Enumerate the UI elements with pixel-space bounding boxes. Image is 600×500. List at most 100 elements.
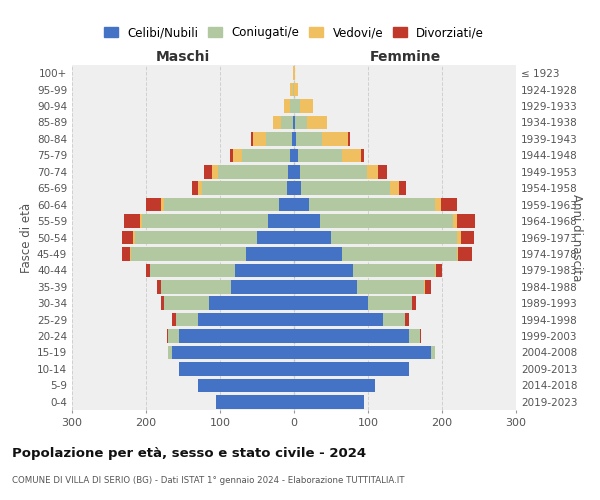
Bar — [322, 132, 348, 145]
Bar — [131, 247, 246, 260]
Bar — [357, 280, 424, 293]
Bar — [399, 182, 406, 195]
Bar — [290, 148, 294, 162]
Bar — [457, 231, 461, 244]
Bar — [301, 182, 390, 195]
Bar — [331, 231, 457, 244]
Bar — [179, 330, 294, 343]
Bar — [287, 182, 294, 195]
Bar — [307, 116, 328, 129]
Bar — [294, 395, 364, 408]
Bar — [294, 378, 376, 392]
Bar — [284, 100, 290, 113]
Bar — [294, 100, 300, 113]
Bar — [298, 148, 342, 162]
Bar — [168, 346, 172, 359]
Bar — [409, 330, 420, 343]
Bar — [293, 66, 294, 80]
Legend: Celibi/Nubili, Coniugati/e, Vedovi/e, Divorziati/e: Celibi/Nubili, Coniugati/e, Vedovi/e, Di… — [100, 22, 488, 42]
Bar — [122, 247, 130, 260]
Bar — [431, 346, 434, 359]
Bar — [198, 182, 202, 195]
Bar — [164, 198, 279, 211]
Bar — [157, 280, 161, 293]
Bar — [161, 280, 231, 293]
Bar — [231, 280, 294, 293]
Bar — [168, 330, 179, 343]
Bar — [383, 313, 405, 326]
Bar — [290, 83, 293, 96]
Bar — [266, 132, 292, 145]
Bar — [279, 198, 294, 211]
Bar — [353, 264, 434, 277]
Bar — [192, 182, 198, 195]
Bar — [294, 313, 383, 326]
Bar — [251, 132, 253, 145]
Text: Maschi: Maschi — [156, 50, 210, 64]
Text: Femmine: Femmine — [370, 50, 440, 64]
Bar — [294, 148, 298, 162]
Bar — [294, 132, 296, 145]
Bar — [268, 214, 294, 228]
Bar — [412, 296, 416, 310]
Bar — [205, 165, 212, 178]
Bar — [342, 148, 361, 162]
Bar — [294, 264, 353, 277]
Bar — [150, 264, 235, 277]
Bar — [142, 214, 268, 228]
Bar — [436, 264, 442, 277]
Bar — [405, 313, 409, 326]
Bar — [164, 296, 209, 310]
Bar — [424, 280, 425, 293]
Bar — [253, 132, 266, 145]
Bar — [294, 280, 357, 293]
Bar — [133, 231, 135, 244]
Bar — [294, 116, 295, 129]
Bar — [135, 231, 257, 244]
Bar — [167, 330, 168, 343]
Bar — [294, 182, 301, 195]
Bar — [172, 346, 294, 359]
Bar — [146, 264, 150, 277]
Bar — [348, 132, 349, 145]
Bar — [368, 296, 412, 310]
Bar — [130, 247, 131, 260]
Bar — [390, 182, 399, 195]
Y-axis label: Fasce di età: Fasce di età — [20, 202, 33, 272]
Bar — [425, 280, 431, 293]
Bar — [457, 214, 475, 228]
Bar — [246, 247, 294, 260]
Bar — [198, 378, 294, 392]
Bar — [342, 247, 457, 260]
Bar — [320, 214, 453, 228]
Bar — [140, 214, 142, 228]
Bar — [434, 264, 436, 277]
Bar — [146, 198, 161, 211]
Bar — [294, 346, 431, 359]
Bar — [161, 296, 164, 310]
Bar — [292, 132, 294, 145]
Text: Popolazione per età, sesso e stato civile - 2024: Popolazione per età, sesso e stato civil… — [12, 448, 366, 460]
Bar — [367, 165, 377, 178]
Y-axis label: Anni di nascita: Anni di nascita — [570, 194, 583, 281]
Bar — [272, 116, 281, 129]
Bar — [235, 264, 294, 277]
Bar — [461, 231, 474, 244]
Bar — [230, 148, 233, 162]
Bar — [122, 231, 133, 244]
Bar — [202, 182, 287, 195]
Bar — [294, 231, 331, 244]
Bar — [453, 214, 457, 228]
Bar — [124, 214, 140, 228]
Bar — [458, 247, 472, 260]
Bar — [293, 83, 294, 96]
Bar — [209, 296, 294, 310]
Bar — [294, 330, 409, 343]
Bar — [361, 148, 364, 162]
Bar — [420, 330, 421, 343]
Bar — [293, 116, 294, 129]
Bar — [198, 313, 294, 326]
Bar — [457, 247, 458, 260]
Bar — [179, 362, 294, 376]
Bar — [218, 165, 288, 178]
